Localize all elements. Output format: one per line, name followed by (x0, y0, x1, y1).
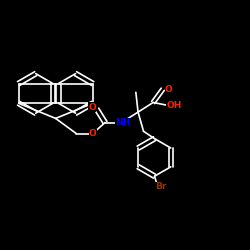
Text: O: O (89, 129, 96, 138)
Text: OH: OH (166, 101, 182, 110)
Text: O: O (165, 85, 173, 94)
Text: Br: Br (155, 182, 166, 191)
Text: NH: NH (115, 118, 130, 127)
Text: O: O (88, 103, 96, 112)
